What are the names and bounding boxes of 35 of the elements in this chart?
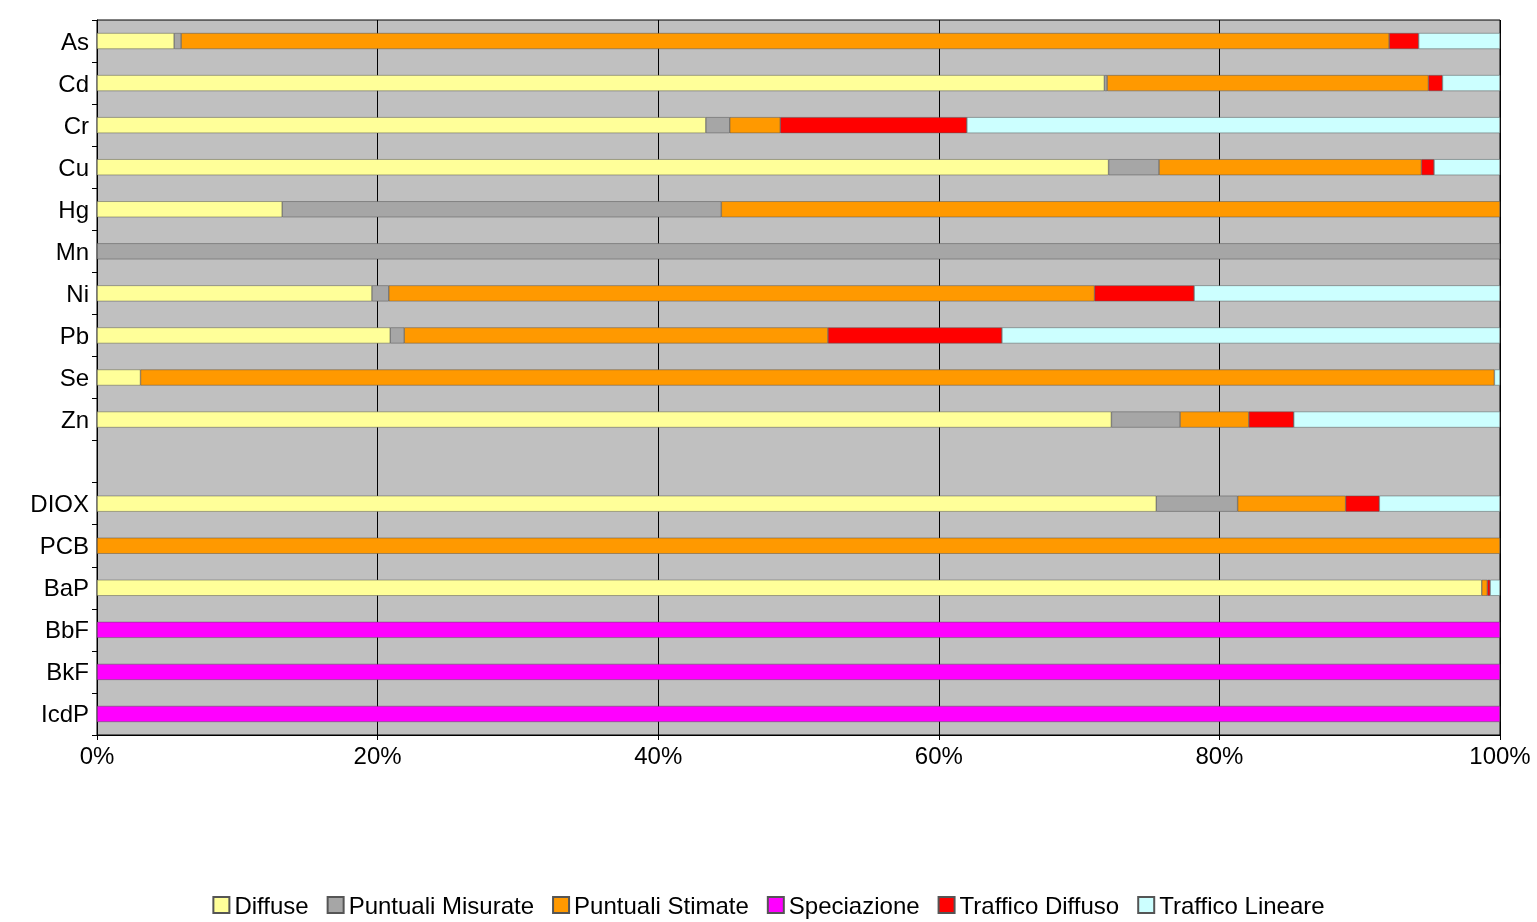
y-tick-label: DIOX (30, 490, 89, 518)
x-tick-label: 100% (1469, 741, 1531, 769)
y-tick-label: IcdP (40, 700, 89, 728)
y-tick-label: PCB (39, 532, 89, 560)
y-tick-label: Cr (63, 111, 89, 139)
bar (97, 243, 1500, 260)
y-tick-label: Cd (58, 69, 89, 97)
legend-label: Speciazione (788, 891, 920, 919)
y-tick-label: BbF (44, 616, 89, 644)
x-tick-label: 40% (634, 741, 683, 769)
y-tick-label: Hg (58, 195, 89, 223)
legend-label: Traffico Lineare (1159, 891, 1325, 919)
x-tick-label: 20% (353, 741, 402, 769)
y-tick-label: Zn (60, 406, 89, 434)
y-tick-label: BaP (43, 574, 89, 602)
legend-label: Diffuse (234, 891, 309, 919)
legend-label: Puntuali Stimate (574, 891, 749, 919)
y-tick-label: Ni (66, 279, 89, 307)
bar (97, 621, 1500, 638)
y-tick-label: Se (59, 364, 89, 391)
bar (97, 663, 1500, 680)
legend-label: Traffico Diffuso (959, 891, 1120, 919)
y-tick-label: Pb (59, 321, 89, 349)
bar (97, 75, 1105, 92)
bar (97, 705, 1500, 722)
bar (97, 537, 1500, 554)
x-tick-label: 0% (79, 741, 115, 769)
y-tick-label: Cu (58, 153, 89, 181)
x-tick-label: 60% (914, 741, 963, 769)
y-tick-label: As (60, 27, 89, 55)
bar (1490, 579, 1500, 596)
y-tick-label: BkF (46, 658, 89, 686)
x-tick-label: 80% (1195, 741, 1244, 769)
y-tick-label: Mn (55, 237, 89, 265)
legend-label: Puntuali Misurate (348, 891, 535, 919)
